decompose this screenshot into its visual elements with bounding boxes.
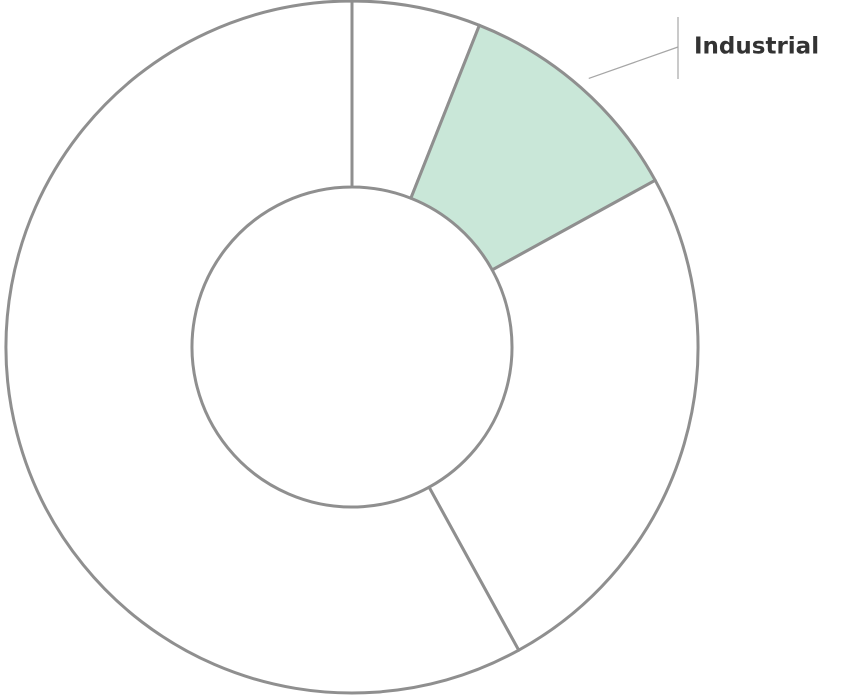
donut-segment: [409, 23, 657, 272]
donut-segment: [4, 0, 521, 695]
donut-segment: [427, 178, 700, 652]
segment-label: Industrial: [694, 34, 819, 60]
leader-line: [588, 46, 679, 80]
